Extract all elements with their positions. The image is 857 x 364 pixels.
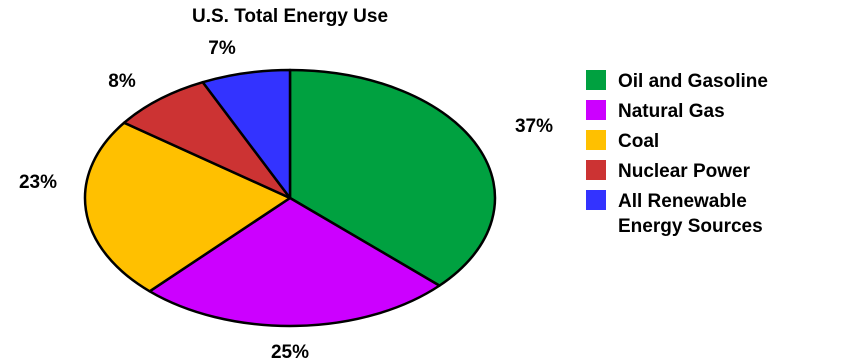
pie-slice-coal [83, 121, 292, 293]
legend-label: Natural Gas [618, 101, 725, 122]
legend-item-all-renewable-energy-sources: All Renewable Energy Sources [586, 190, 763, 237]
legend-label: Nuclear Power [618, 161, 751, 182]
legend-item-natural-gas: Natural Gas [586, 100, 725, 122]
value-label-oil-and-gasoline: 37% [515, 116, 553, 137]
pie-slice-natural-gas [148, 196, 441, 328]
value-label-all-renewable-energy-sources: 7% [208, 38, 236, 59]
legend-swatch [586, 190, 606, 210]
legend-item-nuclear-power: Nuclear Power [586, 160, 751, 182]
chart-title: U.S. Total Energy Use [192, 6, 388, 27]
pie-slice-oil-and-gasoline [288, 68, 497, 287]
legend-swatch [586, 100, 606, 120]
value-label-coal: 23% [19, 172, 57, 193]
legend-label: Oil and Gasoline [618, 71, 768, 92]
legend-label: All Renewable [618, 191, 747, 212]
legend-swatch [586, 160, 606, 180]
pie-slice-all-renewable-energy-sources [201, 68, 292, 200]
legend-label: Energy Sources [618, 216, 763, 237]
pie-slice-nuclear-power [122, 80, 292, 200]
legend-swatch [586, 70, 606, 90]
legend-swatch [586, 130, 606, 150]
legend-item-coal: Coal [586, 130, 659, 152]
pie-value-labels: 37% 25% 23% 8% 7% [19, 38, 553, 363]
value-label-nuclear-power: 8% [108, 71, 136, 92]
value-label-natural-gas: 25% [271, 342, 309, 363]
pie-slices [83, 68, 497, 328]
legend-item-oil-and-gasoline: Oil and Gasoline [586, 70, 768, 92]
legend: Oil and Gasoline Natural Gas Coal Nuclear P… [586, 70, 768, 237]
legend-label: Coal [618, 131, 659, 152]
